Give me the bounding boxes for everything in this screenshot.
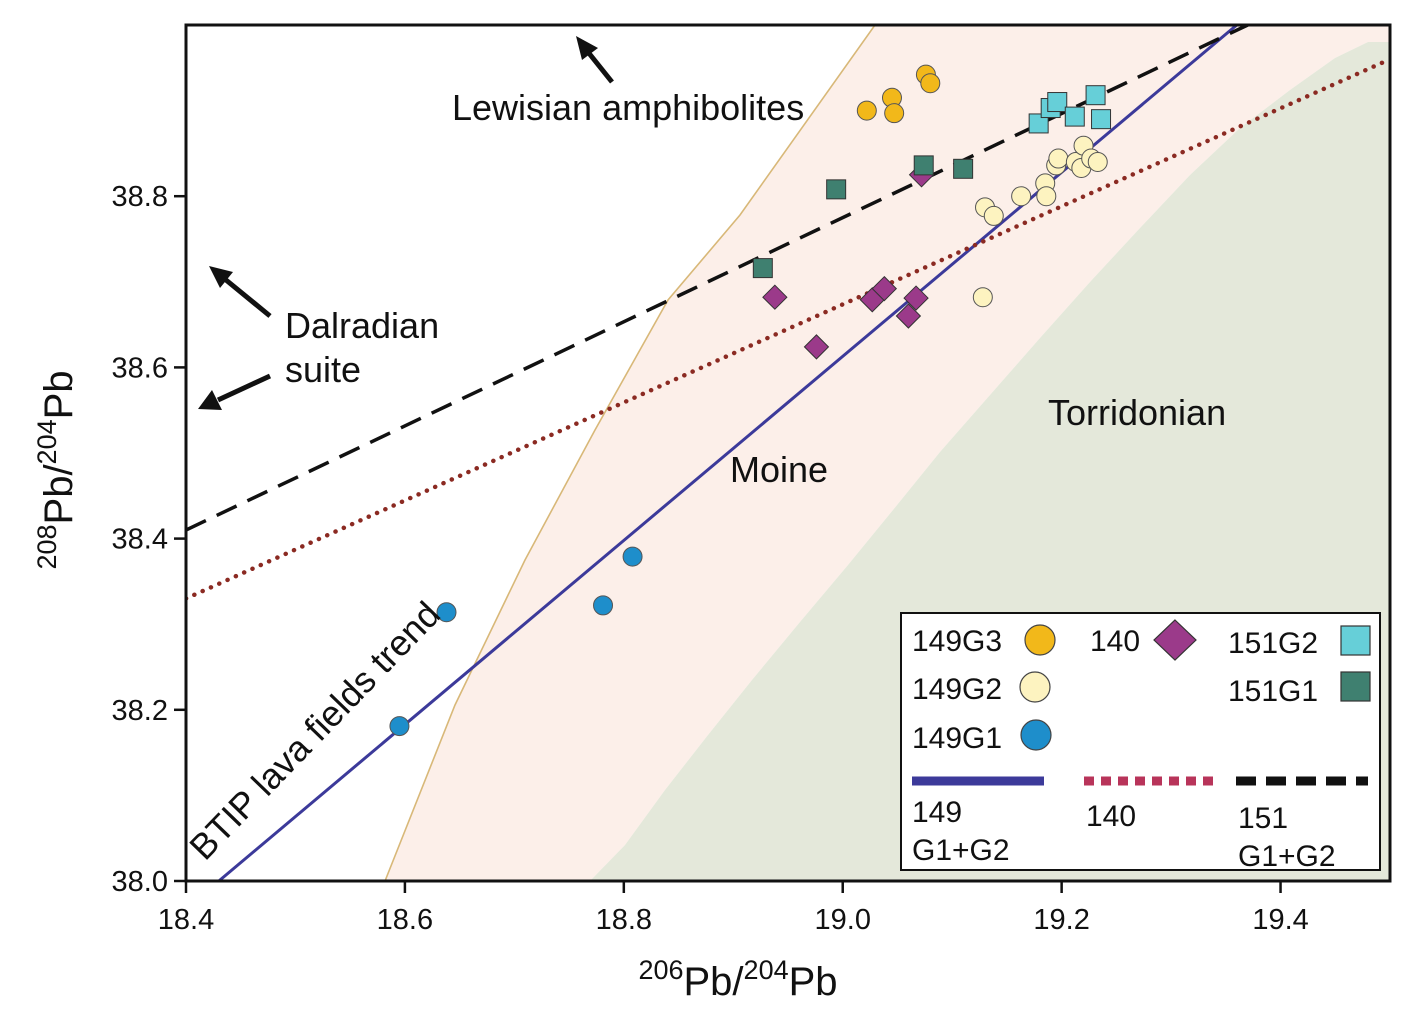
legend-line-label-149: 149 xyxy=(912,796,962,829)
legend-marker-140 xyxy=(1153,619,1197,661)
point-151G2 xyxy=(1085,85,1106,106)
legend-line-label-149-sub: G1+G2 xyxy=(912,834,1010,867)
axes: 18.4 18.6 18.8 19.0 19.2 19.4 38.0 38.2 38.4 38.6… xyxy=(112,181,1309,936)
point-151G1 xyxy=(913,155,934,176)
dalradian-label-line2: suite xyxy=(285,349,361,390)
point-149G3 xyxy=(884,103,905,124)
legend-line-label-151: 151 xyxy=(1238,802,1288,835)
legend-line-label-151-sub: G1+G2 xyxy=(1238,840,1336,873)
point-140 xyxy=(803,334,830,360)
x-axis-title: 206Pb/204Pb xyxy=(638,955,837,1004)
point-151G1 xyxy=(953,158,974,179)
point-149G2 xyxy=(1087,151,1108,172)
y-tick-label: 38.0 xyxy=(112,866,168,898)
x-tick-label: 19.4 xyxy=(1252,904,1308,936)
legend-marker-149G2 xyxy=(1019,671,1051,703)
point-149G3 xyxy=(856,100,877,121)
point-149G1 xyxy=(593,595,614,616)
point-149G3 xyxy=(920,73,941,94)
point-140 xyxy=(903,285,929,311)
trend-line-140 xyxy=(186,56,1390,601)
point-151G2 xyxy=(1064,106,1085,127)
point-151G2 xyxy=(1091,109,1112,130)
arrow-dalradian-lower xyxy=(198,373,272,410)
point-149G1 xyxy=(622,546,643,567)
arrow-dalradian-upper xyxy=(209,266,272,318)
legend-marker-149G3 xyxy=(1024,624,1056,656)
point-140 xyxy=(871,275,898,302)
point-149G1 xyxy=(436,602,457,623)
trend-lines xyxy=(186,25,1390,881)
legend-marker-151G2 xyxy=(1340,625,1371,656)
y-tick-label: 38.4 xyxy=(112,524,168,556)
x-tick-label: 18.8 xyxy=(596,904,652,936)
moine-boundary xyxy=(384,25,876,881)
point-149G2 xyxy=(983,205,1004,226)
legend: 149G3 149G2 149G1 140 151G2 151G1 149 G1… xyxy=(900,612,1381,873)
y-axis-title: 208Pb/204Pb xyxy=(32,370,81,569)
trend-line-151 xyxy=(186,25,1249,532)
legend-box xyxy=(900,612,1381,871)
point-149G2 xyxy=(1048,148,1069,169)
legend-line-label-140: 140 xyxy=(1086,800,1136,833)
x-tick-label: 19.0 xyxy=(815,904,871,936)
x-tick-label: 19.2 xyxy=(1033,904,1089,936)
arrow-lewisian xyxy=(576,36,614,84)
moine-label: Moine xyxy=(730,449,828,490)
y-tick-label: 38.6 xyxy=(112,352,168,384)
data-points xyxy=(389,64,1112,737)
trend-line-149 xyxy=(217,25,1238,881)
point-149G2 xyxy=(1036,186,1057,207)
torridonian-label: Torridonian xyxy=(1048,392,1226,433)
legend-marker-151G1 xyxy=(1340,671,1371,702)
point-151G2 xyxy=(1028,113,1049,134)
x-tick-label: 18.6 xyxy=(377,904,433,936)
legend-label-140: 140 xyxy=(1090,625,1140,658)
point-149G2 xyxy=(972,287,993,308)
point-151G2 xyxy=(1047,92,1068,113)
plot-frame xyxy=(184,23,1392,883)
moine-field xyxy=(385,25,1390,881)
legend-label-149G2: 149G2 xyxy=(912,673,1002,706)
point-149G2 xyxy=(1011,186,1032,207)
legend-marker-149G1 xyxy=(1020,719,1052,751)
y-tick-label: 38.2 xyxy=(112,695,168,727)
point-151G1 xyxy=(752,258,773,279)
lewisian-amphibolites-label: Lewisian amphibolites xyxy=(452,87,804,128)
point-140 xyxy=(762,284,788,310)
legend-label-151G2: 151G2 xyxy=(1228,627,1318,660)
point-151G1 xyxy=(826,179,847,200)
x-tick-label: 18.4 xyxy=(158,904,214,936)
point-140 xyxy=(895,303,922,329)
legend-label-151G1: 151G1 xyxy=(1228,675,1318,708)
y-tick-label: 38.8 xyxy=(112,181,168,213)
dalradian-label-line1: Dalradian xyxy=(285,305,439,346)
legend-label-149G3: 149G3 xyxy=(912,625,1002,658)
legend-label-149G1: 149G1 xyxy=(912,722,1002,755)
point-149G1 xyxy=(389,716,410,737)
